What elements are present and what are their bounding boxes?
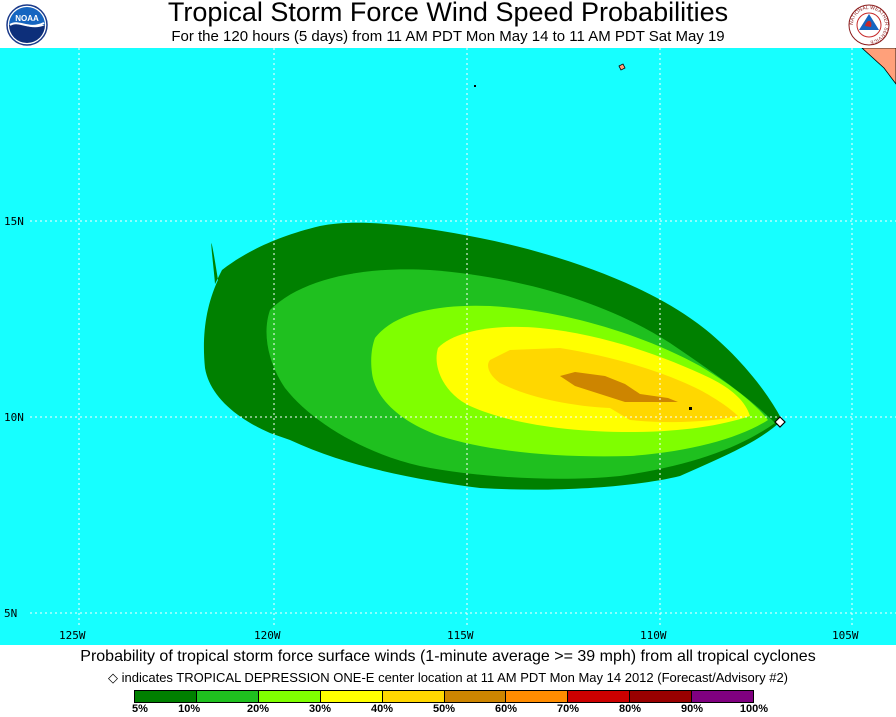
legend-label-20pct: 20% (246, 703, 270, 715)
marker-note: ◇ indicates TROPICAL DEPRESSION ONE-E ce… (0, 669, 896, 686)
legend-swatch-60pct (506, 691, 569, 702)
island-clarion (618, 63, 626, 71)
marker-note-text: indicates TROPICAL DEPRESSION ONE-E cent… (121, 670, 789, 685)
legend-label-90pct: 90% (680, 703, 704, 715)
island-roca-partida (474, 85, 476, 87)
lon-label-110w: 110W (640, 629, 667, 642)
storm-center-marker (774, 416, 786, 428)
legend-swatch-80pct (630, 691, 693, 702)
legend-label-60pct: 60% (494, 703, 518, 715)
lat-label-15n: 15N (4, 215, 24, 228)
legend-color-bar (134, 690, 754, 703)
legend-swatch-50pct (444, 691, 507, 702)
legend-swatch-40pct (382, 691, 445, 702)
lat-label-10n: 10N (4, 411, 24, 424)
legend-label-70pct: 70% (556, 703, 580, 715)
legend-label-30pct: 30% (308, 703, 332, 715)
legend-swatch-90pct (692, 691, 754, 702)
header: NOAA Tropical Storm Force Wind Speed Pro… (0, 0, 896, 48)
diamond-icon: ◇ (107, 670, 118, 685)
small-island (689, 407, 692, 410)
lon-label-115w: 115W (447, 629, 474, 642)
legend-label-80pct: 80% (618, 703, 642, 715)
mexico-land (861, 48, 896, 85)
legend-swatch-30pct (320, 691, 383, 702)
noaa-logo-text: NOAA (15, 14, 39, 23)
legend-swatch-70pct (568, 691, 631, 702)
lon-label-120w: 120W (254, 629, 281, 642)
caption: Probability of tropical storm force surf… (80, 648, 816, 665)
probability-map: 15N 10N 5N 125W 120W 115W 110W 105W (0, 48, 896, 645)
lon-label-105w: 105W (832, 629, 859, 642)
nws-logo-icon: NATIONAL WEATHER SERVICE (848, 4, 890, 46)
legend-swatch-5pct (135, 691, 197, 702)
legend-label-100pct: 100% (739, 703, 769, 715)
legend-swatch-10pct (196, 691, 259, 702)
lon-label-125w: 125W (59, 629, 86, 642)
prob-contour-50pct (560, 372, 678, 402)
legend-label-10pct: 10% (178, 703, 201, 715)
legend-labels: 5% 10% 20% 30% 40% 50% 60% 70% 80% 90% 100% (0, 703, 896, 717)
page-subtitle: For the 120 hours (5 days) from 11 AM PD… (171, 28, 725, 45)
lat-label-5n: 5N (4, 607, 17, 620)
legend-label-50pct: 50% (432, 703, 456, 715)
legend-swatch-20pct (258, 691, 321, 702)
legend-label-5pct: 5% (132, 703, 148, 715)
legend-label-40pct: 40% (370, 703, 394, 715)
graticule (30, 48, 896, 626)
page-title: Tropical Storm Force Wind Speed Probabil… (167, 0, 729, 27)
noaa-logo-icon: NOAA (6, 4, 48, 46)
